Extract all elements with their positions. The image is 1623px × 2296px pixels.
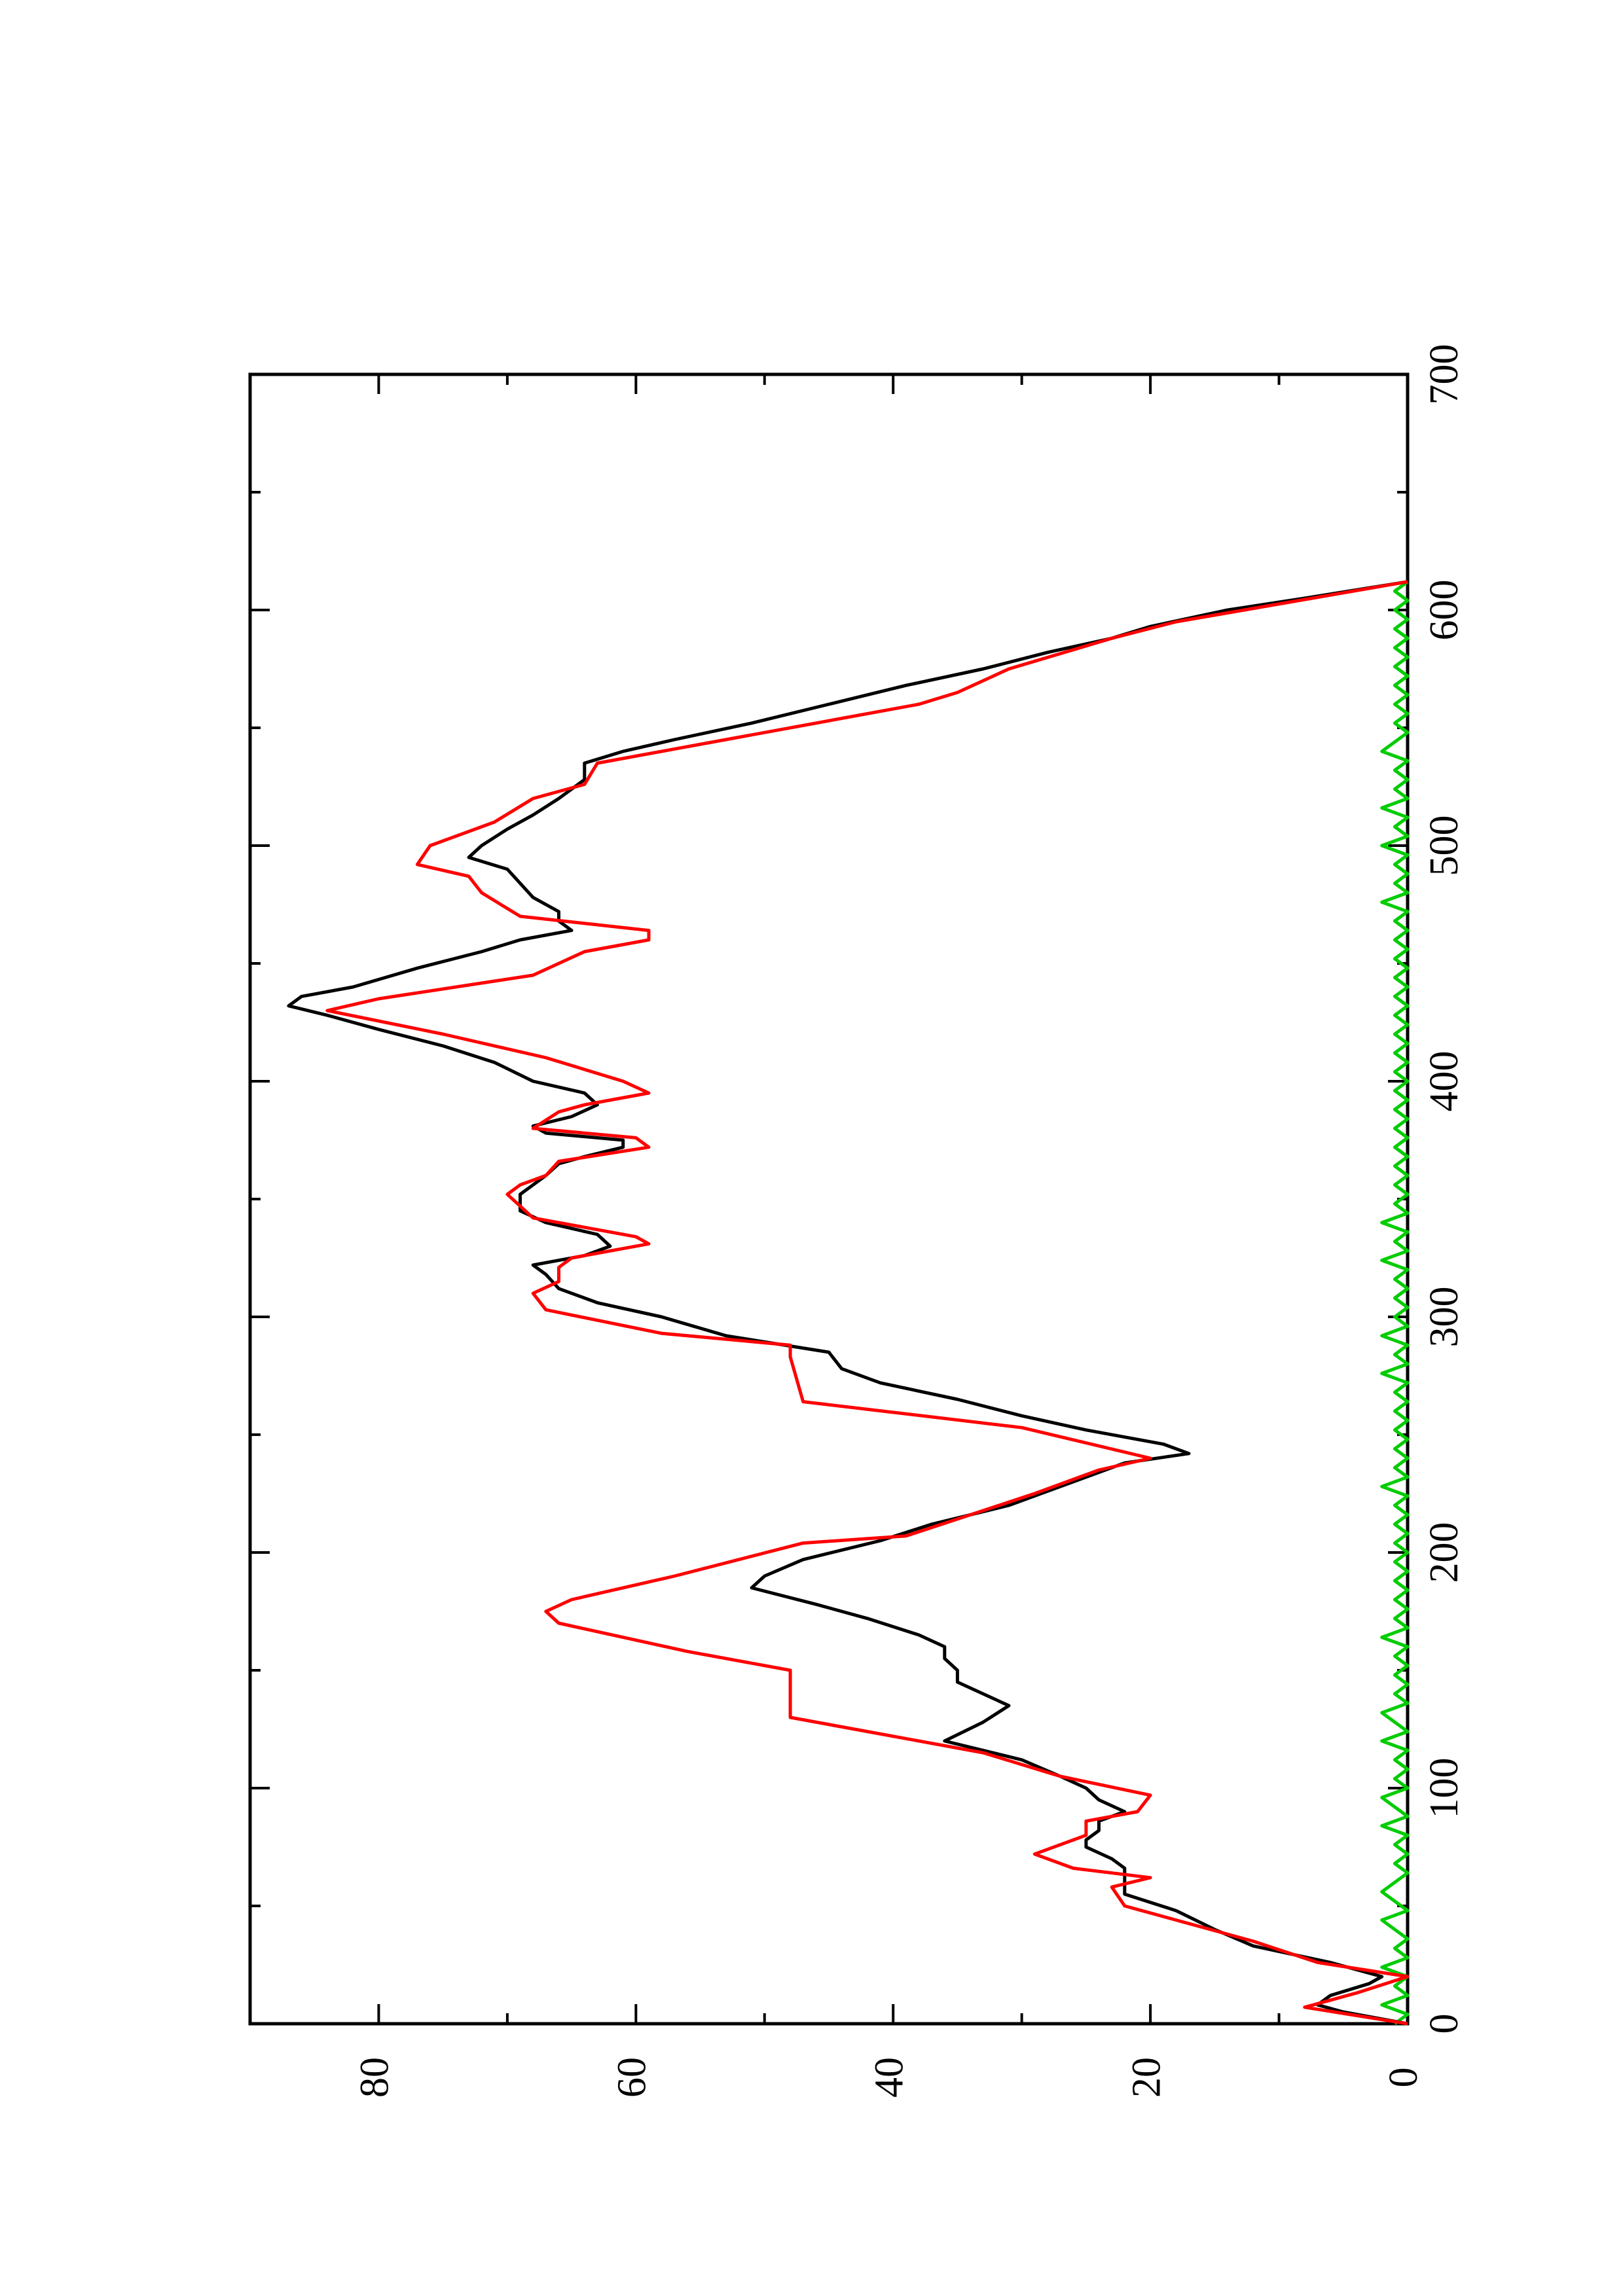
y-tick-label: 80 (353, 2057, 397, 2098)
x-tick-label: 600 (1422, 580, 1467, 641)
axis-tick-labels: 0 100 200 300 400 500 600 700 0 20 40 60 80 (353, 344, 1467, 2098)
y-tick-label: 60 (610, 2057, 655, 2098)
series-line-1 (287, 580, 1408, 2026)
plot-frame (248, 372, 1410, 2026)
axis-ticks (250, 373, 1409, 2025)
x-tick-label: 700 (1422, 344, 1467, 405)
x-tick-label: 400 (1422, 1051, 1467, 1112)
y-tick-label: 40 (867, 2057, 911, 2098)
x-tick-label: 200 (1422, 1522, 1467, 1583)
x-tick-label: 100 (1422, 1758, 1467, 1819)
y-tick-label: 0 (1381, 2068, 1426, 2088)
y-tick-label: 20 (1124, 2057, 1169, 2098)
series-line-2 (1380, 580, 1410, 2026)
x-tick-label: 300 (1422, 1287, 1467, 1348)
series-line-0 (325, 580, 1410, 2026)
x-tick-label: 0 (1422, 2014, 1467, 2034)
chart-series (287, 580, 1410, 2026)
x-tick-label: 500 (1422, 816, 1467, 876)
